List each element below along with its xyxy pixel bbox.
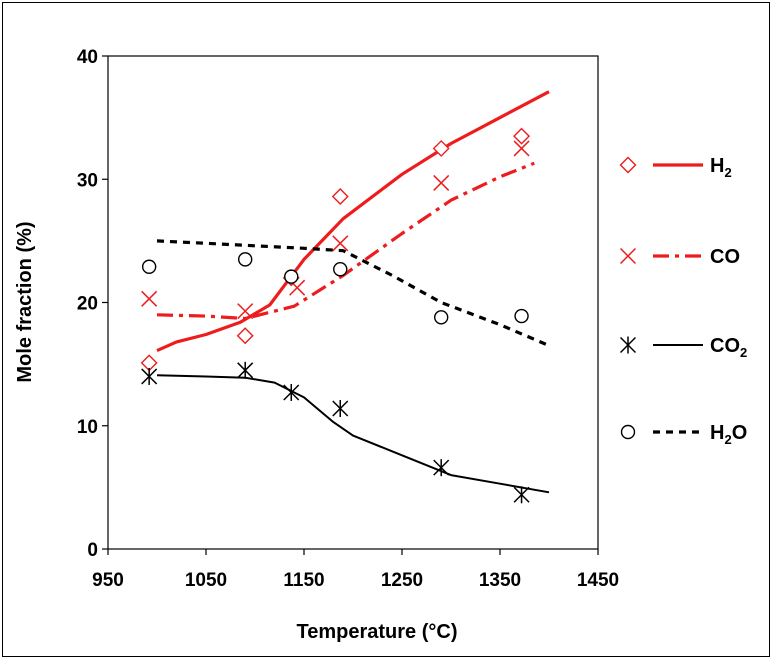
series-co bbox=[141, 140, 535, 321]
plot-area bbox=[107, 55, 599, 550]
series-co2-line bbox=[156, 374, 550, 494]
series-h2o-point bbox=[514, 308, 529, 324]
series-h2o-point bbox=[237, 252, 253, 267]
x-tick-label: 1350 bbox=[479, 570, 521, 591]
series-co-point bbox=[332, 235, 349, 252]
legend-item-co2: CO2 bbox=[619, 335, 747, 360]
legend-co-label: CO bbox=[710, 246, 740, 268]
legend-h2o-marker bbox=[620, 424, 636, 440]
y-tick-label: 0 bbox=[87, 540, 98, 561]
series-h2-point bbox=[432, 139, 450, 157]
legend-h2-label: H2 bbox=[710, 155, 732, 180]
series-co-point bbox=[237, 303, 254, 320]
series-co-point bbox=[513, 140, 530, 157]
series-h2o-point bbox=[333, 262, 348, 277]
series-h2o bbox=[141, 239, 550, 348]
y-tick-label: 40 bbox=[77, 47, 98, 68]
x-tick-label: 1250 bbox=[381, 570, 423, 591]
y-tick-label: 20 bbox=[77, 294, 98, 315]
series-h2-point bbox=[236, 327, 254, 345]
series-layer bbox=[140, 90, 550, 504]
series-co2-point bbox=[141, 367, 158, 385]
legend-h2-marker bbox=[619, 156, 637, 174]
series-co-point-stroke bbox=[237, 303, 254, 320]
series-co2-point bbox=[433, 459, 450, 477]
legend-item-co: CO bbox=[619, 246, 740, 268]
y-axis-title: Mole fraction (%) bbox=[14, 221, 36, 382]
x-tick-label: 1450 bbox=[577, 570, 619, 591]
series-co2 bbox=[141, 361, 550, 504]
legend-co-marker bbox=[619, 247, 637, 265]
x-tick-label: 1050 bbox=[185, 570, 227, 591]
series-h2-point bbox=[513, 127, 531, 145]
series-h2o-line bbox=[156, 239, 550, 348]
series-co-point-stroke bbox=[289, 279, 306, 296]
series-co2-point bbox=[283, 383, 300, 401]
series-h2-point bbox=[331, 188, 349, 205]
series-h2o-point bbox=[284, 269, 299, 284]
x-axis: 950 1050 1150 1250 1350 1450 bbox=[92, 549, 619, 591]
y-tick-label: 10 bbox=[77, 417, 98, 438]
series-co-line bbox=[156, 161, 535, 321]
y-tick-label: 30 bbox=[77, 170, 98, 191]
series-co2-point bbox=[237, 361, 254, 379]
x-axis-title: Temperature (°C) bbox=[297, 621, 458, 643]
y-axis: 0 10 20 30 40 bbox=[77, 47, 108, 561]
series-co2-point bbox=[332, 399, 349, 417]
legend-co2-label: CO2 bbox=[710, 335, 747, 360]
series-h2o-point bbox=[434, 310, 449, 325]
plot-border bbox=[107, 55, 599, 550]
legend-co2-marker bbox=[619, 336, 637, 354]
series-co-point-stroke bbox=[141, 290, 158, 307]
x-tick-label: 1150 bbox=[283, 570, 324, 591]
legend-item-h2o: H2O bbox=[620, 422, 747, 447]
legend-co-marker-stroke bbox=[619, 247, 637, 265]
series-co2-point bbox=[513, 486, 530, 504]
legend-h2o-label: H2O bbox=[710, 422, 747, 447]
series-h2-line bbox=[156, 90, 550, 353]
series-co-point-stroke bbox=[433, 174, 450, 191]
legend-item-h2: H2 bbox=[619, 155, 732, 180]
series-h2 bbox=[140, 90, 550, 372]
series-co-point bbox=[141, 290, 158, 307]
x-tick-label: 950 bbox=[92, 570, 124, 591]
series-co-point-stroke bbox=[513, 140, 530, 157]
series-co-point-stroke bbox=[332, 235, 349, 252]
series-co-point bbox=[433, 174, 450, 191]
series-h2o-point bbox=[141, 259, 157, 274]
legend: H2 CO CO2 H2O bbox=[619, 155, 747, 447]
